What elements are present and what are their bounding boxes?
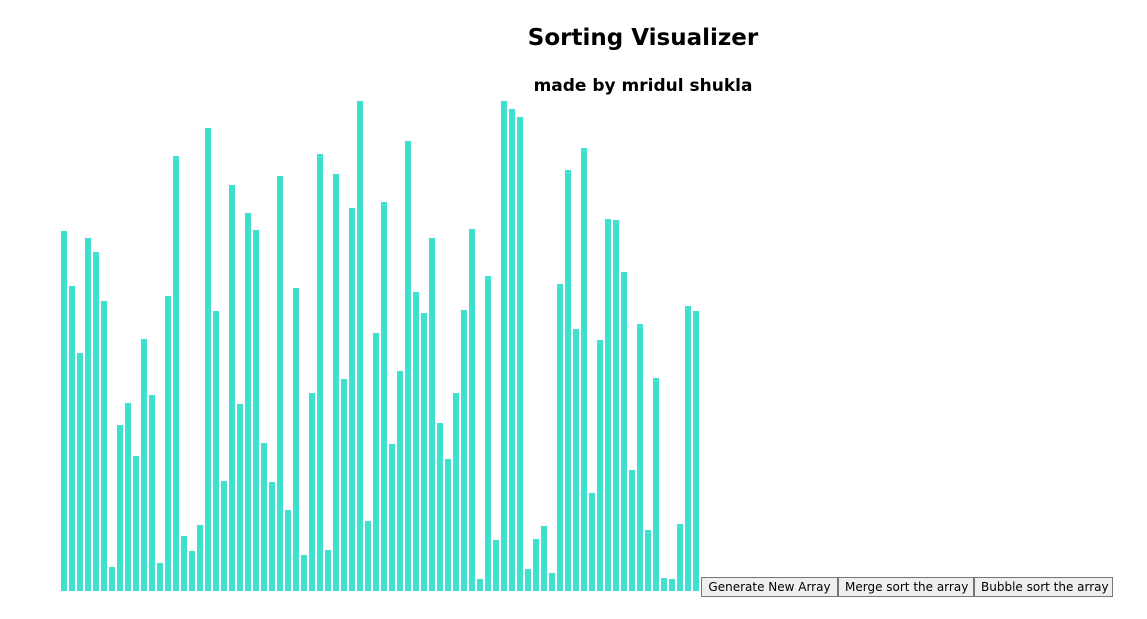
array-bar [213,311,219,591]
array-bar [621,272,627,591]
array-bar [485,276,491,591]
array-bar [669,579,675,591]
array-bar [661,578,667,591]
array-bar [149,395,155,591]
array-bar [357,101,363,591]
array-bar [477,579,483,591]
array-bar [277,176,283,591]
array-bar [173,156,179,591]
array-bar [517,117,523,591]
array-bar [397,371,403,591]
array-bar [333,174,339,591]
array-bar [677,524,683,591]
array-bar [493,540,499,591]
array-bar [389,444,395,591]
array-bar [653,378,659,591]
array-bar [373,333,379,591]
array-bar [573,329,579,591]
array-bar [269,482,275,591]
array-bar [565,170,571,591]
array-bar [93,252,99,591]
array-bar [541,526,547,591]
array-bar [285,510,291,591]
array-bar [597,340,603,591]
array-bar [469,229,475,591]
array-bar [429,238,435,591]
array-bar [381,202,387,591]
array-bar [613,220,619,591]
array-bar [589,493,595,591]
array-bar [197,525,203,591]
bubble-sort-button[interactable]: Bubble sort the array [974,577,1113,597]
array-bar [221,481,227,591]
array-bar [605,219,611,591]
array-bar [237,404,243,591]
array-bar [125,403,131,591]
page-subtitle: made by mridul shukla [533,76,753,96]
array-bar [549,573,555,591]
array-bar [693,311,699,591]
array-bar [325,550,331,591]
array-bar [501,101,507,591]
array-bar [317,154,323,591]
array-bar [453,393,459,591]
generate-new-array-button[interactable]: Generate New Array [701,577,838,597]
array-bar [181,536,187,591]
array-bar [557,284,563,591]
array-bar [437,423,443,591]
array-bar [61,231,67,591]
array-bar [301,555,307,591]
merge-sort-button[interactable]: Merge sort the array [838,577,974,597]
array-bar [685,306,691,591]
array-bar [645,530,651,591]
array-bar [581,148,587,591]
array-bars-container [61,99,701,591]
array-bar [77,353,83,591]
array-bar [157,563,163,591]
array-bar [165,296,171,591]
array-bar [637,324,643,591]
array-bar [629,470,635,591]
array-bar [309,393,315,591]
array-bar [533,539,539,591]
array-bar [245,213,251,591]
array-bar [85,238,91,591]
array-bar [413,292,419,591]
page-title: Sorting Visualizer [527,25,759,51]
array-bar [253,230,259,591]
array-bar [101,301,107,591]
array-bar [421,313,427,591]
array-bar [69,286,75,591]
array-bar [365,521,371,591]
array-bar [293,288,299,591]
array-bar [189,551,195,591]
array-bar [349,208,355,591]
array-bar [229,185,235,591]
array-bar [109,567,115,591]
array-bar [133,456,139,591]
array-bar [117,425,123,591]
array-bar [509,109,515,591]
array-bar [261,443,267,591]
array-bar [445,459,451,591]
array-bar [141,339,147,591]
array-bar [461,310,467,591]
array-bar [341,379,347,591]
array-bar [525,569,531,591]
array-bar [405,141,411,591]
array-bar [205,128,211,591]
